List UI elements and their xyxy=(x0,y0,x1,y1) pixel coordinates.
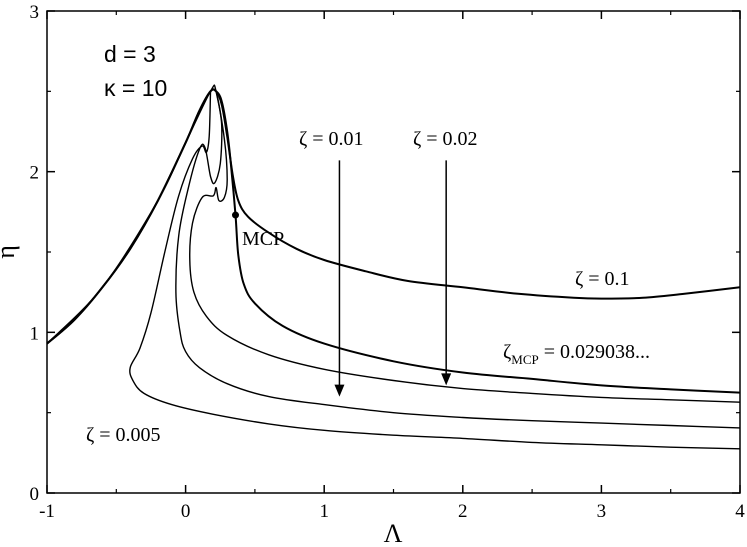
x-axis-ticks: -1 0 1 2 3 4 xyxy=(39,11,745,522)
y-tick-label: 0 xyxy=(30,484,40,505)
param-kappa: κ = 10 xyxy=(104,75,167,101)
zeta-mcp-symbol: ζ xyxy=(503,341,511,363)
arrow-head-0-02 xyxy=(441,373,452,386)
curve-0-005 xyxy=(129,91,741,450)
x-axis-label: Λ xyxy=(384,519,403,547)
x-tick-label: 2 xyxy=(458,501,468,522)
zeta-mcp-value: = 0.029038... xyxy=(539,341,650,363)
arrows-layer xyxy=(334,160,452,397)
param-d: d = 3 xyxy=(104,41,156,67)
y-axis-ticks: 0 1 2 3 xyxy=(30,2,740,505)
annotation-zeta-0-01: ζ = 0.01 xyxy=(299,128,364,150)
zeta-mcp-subscript: MCP xyxy=(511,352,538,367)
annotation-zeta-mcp: ζMCP = 0.029038... xyxy=(503,341,650,367)
x-tick-label: 1 xyxy=(319,501,329,522)
mcp-point-marker xyxy=(231,211,239,219)
curves-layer xyxy=(46,84,741,450)
x-tick-label: 3 xyxy=(597,501,607,522)
x-tick-label: 4 xyxy=(735,501,745,522)
x-tick-label: 0 xyxy=(181,501,191,522)
annotation-zeta-0-02: ζ = 0.02 xyxy=(413,128,478,150)
y-tick-label: 1 xyxy=(30,323,40,344)
y-tick-label: 2 xyxy=(30,163,40,184)
y-tick-label: 3 xyxy=(30,2,40,23)
arrow-head-0-01 xyxy=(334,384,345,397)
curve-0-02 xyxy=(46,84,741,403)
annotation-zeta-0-1: ζ = 0.1 xyxy=(575,268,630,290)
y-axis-label: η xyxy=(0,245,20,259)
annotation-zeta-0-005: ζ = 0.005 xyxy=(86,424,161,446)
curve-0-01 xyxy=(175,91,741,429)
annotation-mcp: MCP xyxy=(242,228,284,250)
x-tick-label: -1 xyxy=(39,501,55,522)
